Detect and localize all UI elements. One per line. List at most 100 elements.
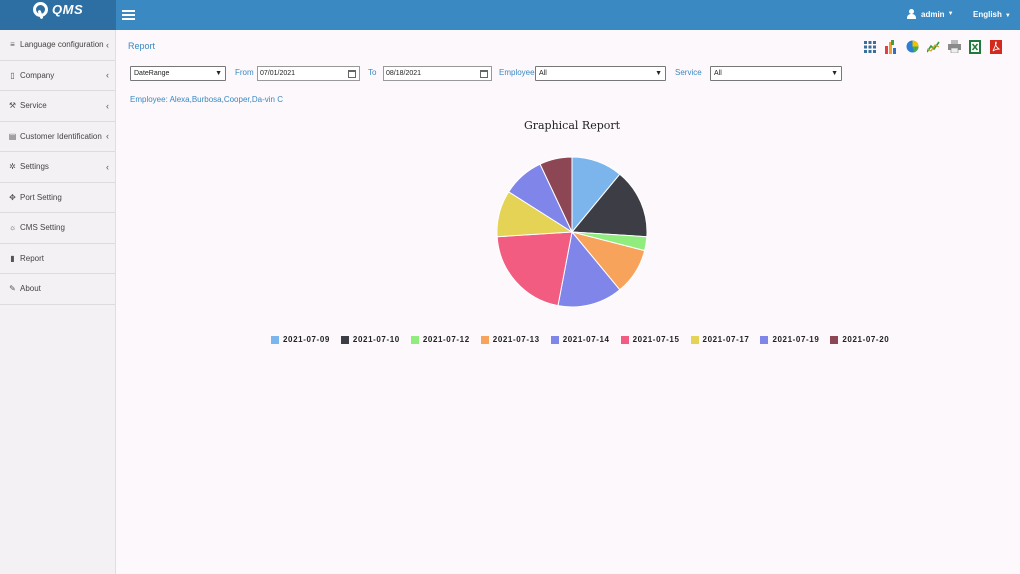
id-card-icon: ▤ [8, 131, 17, 141]
grid-icon[interactable] [862, 38, 878, 55]
calendar-icon[interactable] [348, 70, 356, 78]
chevron-left-icon: ‹ [106, 161, 109, 172]
sidebar-item-port-setting[interactable]: ✥ Port Setting [0, 183, 115, 213]
legend-label: 2021-07-10 [352, 335, 400, 344]
legend-label: 2021-07-12 [422, 335, 470, 344]
legend-swatch [271, 335, 279, 344]
legend-swatch [550, 335, 559, 344]
wrench-icon: ⚒ [8, 101, 17, 111]
from-date-input[interactable]: 07/01/2021 [257, 66, 360, 81]
legend-label: 2021-07-15 [632, 335, 680, 344]
legend-item-2021-07-12[interactable]: 2021-07-12 [410, 335, 470, 344]
caret-down-icon: ▼ [947, 11, 954, 17]
sidebar-item-label: About [20, 284, 41, 294]
pie-chart-icon[interactable] [904, 38, 920, 55]
sidebar-item-label: Settings [20, 162, 49, 172]
range-type-value: DateRange [134, 70, 170, 77]
service-select[interactable]: All ▼ [710, 66, 842, 81]
app-logo[interactable]: QMS [0, 0, 116, 30]
legend-label: 2021-07-19 [772, 335, 820, 344]
chevron-down-icon: ▼ [215, 70, 222, 77]
edit-icon: ✎ [9, 284, 16, 294]
range-type-select[interactable]: DateRange ▼ [130, 66, 226, 81]
sidebar-item-label: Report [20, 253, 45, 263]
legend-item-2021-07-09[interactable]: 2021-07-09 [271, 335, 330, 344]
print-icon[interactable] [946, 38, 962, 55]
legend-swatch [760, 335, 769, 344]
bar-chart-icon[interactable] [883, 38, 899, 55]
chevron-down-icon: ▼ [655, 70, 662, 77]
legend-label: 2021-07-09 [283, 335, 330, 344]
logo-q-icon [33, 1, 49, 20]
sidebar-item-language-configuration[interactable]: ≡ Language configuration ‹ [0, 30, 115, 61]
employee-select[interactable]: All ▼ [535, 66, 666, 81]
sidebar-item-company[interactable]: ▯ Company ‹ [0, 61, 115, 91]
legend-item-2021-07-15[interactable]: 2021-07-15 [620, 335, 680, 344]
legend-label: 2021-07-13 [492, 335, 540, 344]
sidebar-item-label: Customer Identification [20, 131, 102, 141]
sidebar-item-report[interactable]: ▮ Report [0, 244, 115, 274]
pie-chart [497, 156, 647, 308]
pie-slice-2021-07-14[interactable] [557, 230, 621, 308]
sidebar-item-label: Company [20, 70, 55, 80]
gear-icon: ✲ [9, 162, 16, 172]
legend-label: 2021-07-17 [702, 335, 750, 344]
sidebar-item-settings[interactable]: ✲ Settings ‹ [0, 152, 115, 183]
legend-swatch [690, 335, 699, 344]
database-icon: ≡ [10, 40, 15, 50]
user-name: admin [921, 9, 945, 19]
pie-slice-2021-07-15[interactable] [497, 231, 573, 307]
sidebar-item-cms-setting[interactable]: ☼ CMS Setting [0, 213, 115, 244]
chart-title: Graphical Report [523, 119, 621, 132]
menu-toggle-icon[interactable] [122, 10, 135, 20]
from-label: From [235, 68, 254, 77]
legend-item-2021-07-19[interactable]: 2021-07-19 [760, 335, 819, 344]
report-toolbar [857, 38, 1004, 55]
sidebar-item-about[interactable]: ✎ About [0, 274, 115, 305]
chevron-left-icon: ‹ [106, 39, 109, 50]
sidebar: ≡ Language configuration ‹ ▯ Company ‹ ⚒… [0, 30, 116, 574]
to-date-value: 08/18/2021 [386, 70, 422, 77]
legend-label: 2021-07-20 [842, 335, 890, 344]
legend-label: 2021-07-14 [562, 335, 610, 344]
to-date-input[interactable]: 08/18/2021 [383, 66, 492, 81]
caret-down-icon: ▼ [1004, 13, 1011, 19]
legend-item-2021-07-10[interactable]: 2021-07-10 [340, 335, 400, 344]
from-date-value: 07/01/2021 [260, 70, 296, 77]
service-label: Service [675, 68, 702, 77]
to-label: To [368, 68, 377, 77]
legend-item-2021-07-17[interactable]: 2021-07-17 [690, 335, 750, 344]
legend-swatch [410, 335, 419, 344]
cog-outline-icon: ☼ [8, 223, 17, 233]
pie-slice-2021-07-20[interactable] [539, 156, 573, 233]
chevron-left-icon: ‹ [106, 70, 109, 81]
service-value: All [714, 70, 722, 77]
calendar-icon[interactable] [480, 70, 488, 78]
sidebar-item-service[interactable]: ⚒ Service ‹ [0, 91, 115, 122]
main-content: Report DateRange ▼ From 07/01/202 [117, 30, 1020, 574]
page-title: Report [128, 41, 156, 51]
user-menu[interactable]: admin ▼ [907, 9, 954, 19]
line-chart-icon[interactable] [925, 38, 941, 55]
chevron-left-icon: ‹ [106, 100, 109, 111]
language-label: English [973, 10, 1002, 19]
pie-slice-2021-07-10[interactable] [570, 173, 647, 238]
user-icon [907, 9, 916, 19]
pdf-icon[interactable] [988, 38, 1004, 55]
sidebar-item-customer-identification[interactable]: ▤ Customer Identification ‹ [0, 122, 115, 152]
sidebar-item-label: Port Setting [20, 192, 62, 202]
logo-text: QMS [52, 2, 84, 17]
top-navbar: QMS admin ▼ English ▼ [0, 0, 1020, 30]
chevron-down-icon: ▼ [831, 70, 838, 77]
legend-item-2021-07-13[interactable]: 2021-07-13 [480, 335, 540, 344]
file-icon: ▮ [10, 253, 15, 263]
excel-icon[interactable] [967, 38, 983, 55]
sidebar-item-label: CMS Setting [20, 223, 65, 233]
language-menu[interactable]: English ▼ [973, 10, 1011, 19]
sidebar-item-label: Service [20, 101, 47, 111]
legend-swatch [620, 335, 629, 344]
legend-item-2021-07-20[interactable]: 2021-07-20 [830, 335, 889, 344]
legend-item-2021-07-14[interactable]: 2021-07-14 [550, 335, 610, 344]
employee-label: Employee [499, 68, 535, 77]
employee-summary: Employee: Alexa,Burbosa,Cooper,Da-vin C [130, 95, 283, 104]
